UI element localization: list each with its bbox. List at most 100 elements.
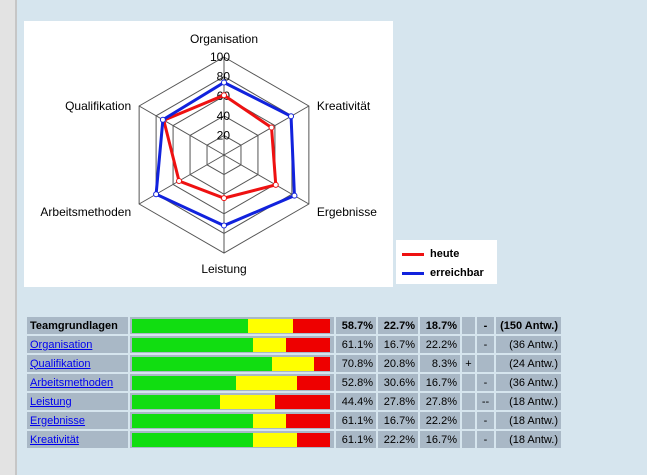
series-point-erreichbar xyxy=(221,79,227,86)
axis-label: Arbeitsmethoden xyxy=(40,205,131,219)
row-pct-red: 8.3% xyxy=(420,355,460,372)
series-point-heute xyxy=(272,181,279,188)
row-name-cell: Leistung xyxy=(27,393,128,410)
row-mark xyxy=(462,336,475,353)
row-link[interactable]: Kreativität xyxy=(30,433,79,446)
row-pct-red: 16.7% xyxy=(420,431,460,448)
table-row: Ergebnisse 61.1% 16.7% 22.2% - (18 Antw.) xyxy=(27,412,561,429)
row-link[interactable]: Leistung xyxy=(30,395,72,408)
axis-label: Qualifikation xyxy=(65,99,131,113)
row-bar-cell xyxy=(130,393,334,410)
table-row: Kreativität 61.1% 22.2% 16.7% - (18 Antw.) xyxy=(27,431,561,448)
row-pct-red: 22.2% xyxy=(420,336,460,353)
row-mark xyxy=(462,374,475,391)
stacked-bar xyxy=(132,375,330,390)
row-link[interactable]: Ergebnisse xyxy=(30,414,86,427)
row-mark xyxy=(462,412,475,429)
bar-green xyxy=(132,432,253,447)
row-name-cell: Organisation xyxy=(27,336,128,353)
series-point-erreichbar xyxy=(159,116,166,123)
bar-red xyxy=(296,375,330,390)
row-link[interactable]: Arbeitsmethoden xyxy=(30,376,114,389)
header-pct-green: 58.7% xyxy=(336,317,376,334)
series-point-erreichbar xyxy=(221,222,227,229)
bar-green xyxy=(132,318,249,333)
bar-red xyxy=(286,413,330,428)
series-point-erreichbar xyxy=(291,192,298,199)
legend-line-erreichbar xyxy=(402,272,424,275)
row-pct-red: 16.7% xyxy=(420,374,460,391)
row-link[interactable]: Qualifikation xyxy=(30,357,91,370)
table-row: Organisation 61.1% 16.7% 22.2% - (36 Antw.) xyxy=(27,336,561,353)
row-pct-green: 61.1% xyxy=(336,431,376,448)
bar-red xyxy=(296,432,330,447)
row-antw: (18 Antw.) xyxy=(496,393,561,410)
row-pct-yellow: 16.7% xyxy=(378,412,418,429)
row-name-cell: Arbeitsmethoden xyxy=(27,374,128,391)
row-mark: + xyxy=(462,355,475,372)
row-pct-yellow: 27.8% xyxy=(378,393,418,410)
row-pct-yellow: 22.2% xyxy=(378,431,418,448)
bar-yellow xyxy=(252,337,287,352)
row-dash xyxy=(477,355,494,372)
legend-item-heute: heute xyxy=(396,246,497,262)
row-pct-red: 22.2% xyxy=(420,412,460,429)
bar-yellow xyxy=(236,375,297,390)
row-dash: -- xyxy=(477,393,494,410)
stacked-bar xyxy=(132,432,330,447)
left-margin-bar xyxy=(0,0,15,475)
bar-green xyxy=(132,375,237,390)
row-pct-green: 61.1% xyxy=(336,336,376,353)
bar-yellow xyxy=(248,318,293,333)
series-point-heute xyxy=(268,124,275,131)
radar-chart-panel: 20406080100OrganisationKreativitätErgebn… xyxy=(24,21,393,287)
row-bar-cell xyxy=(130,374,334,391)
row-dash: - xyxy=(477,431,494,448)
row-name-cell: Ergebnisse xyxy=(27,412,128,429)
left-divider xyxy=(15,0,17,475)
legend-item-erreichbar: erreichbar xyxy=(396,265,497,281)
header-dash: - xyxy=(477,317,494,334)
row-mark xyxy=(462,393,475,410)
bar-red xyxy=(313,356,330,371)
row-pct-yellow: 20.8% xyxy=(378,355,418,372)
tick-label: 80 xyxy=(217,70,231,84)
series-point-heute xyxy=(221,195,227,202)
bar-yellow xyxy=(272,356,314,371)
tick-label: 20 xyxy=(217,128,231,142)
axis-label: Kreativität xyxy=(317,99,371,113)
row-mark xyxy=(462,431,475,448)
radar-chart: 20406080100OrganisationKreativitätErgebn… xyxy=(40,32,377,276)
row-antw: (36 Antw.) xyxy=(496,374,561,391)
bar-red xyxy=(293,318,330,333)
series-point-erreichbar xyxy=(288,113,295,120)
row-pct-green: 61.1% xyxy=(336,412,376,429)
grid-spoke xyxy=(138,105,225,156)
row-dash: - xyxy=(477,412,494,429)
row-pct-yellow: 16.7% xyxy=(378,336,418,353)
row-name-cell: Qualifikation xyxy=(27,355,128,372)
header-pct-red: 18.7% xyxy=(420,317,460,334)
header-pct-yellow: 22.7% xyxy=(378,317,418,334)
row-link[interactable]: Organisation xyxy=(30,338,93,351)
row-bar-cell xyxy=(130,336,334,353)
legend-line-heute xyxy=(402,253,424,256)
row-bar-cell xyxy=(130,355,334,372)
bar-red xyxy=(274,394,330,409)
axis-label: Ergebnisse xyxy=(317,205,377,219)
tick-label: 100 xyxy=(210,50,230,64)
series-point-heute xyxy=(176,177,183,184)
stacked-bar xyxy=(132,318,330,333)
row-bar-cell xyxy=(130,412,334,429)
axis-label: Leistung xyxy=(201,262,246,276)
header-mark xyxy=(462,317,475,334)
row-pct-yellow: 30.6% xyxy=(378,374,418,391)
row-dash: - xyxy=(477,336,494,353)
bar-green xyxy=(132,413,253,428)
row-bar-cell xyxy=(130,431,334,448)
legend-label-erreichbar: erreichbar xyxy=(430,267,484,279)
tick-label: 40 xyxy=(217,109,231,123)
row-pct-green: 44.4% xyxy=(336,393,376,410)
bar-yellow xyxy=(252,432,297,447)
bar-green xyxy=(132,356,273,371)
